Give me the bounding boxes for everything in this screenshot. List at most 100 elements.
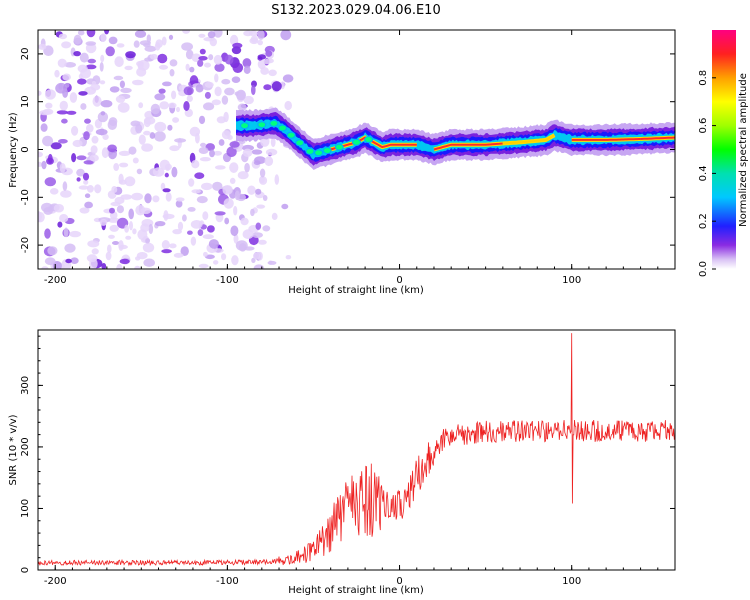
noise-blob (100, 111, 106, 116)
noise-blob (38, 90, 42, 96)
noise-blob (50, 142, 62, 150)
noise-blob (44, 257, 56, 266)
noise-blob (78, 91, 88, 96)
noise-blob (169, 145, 180, 152)
noise-blob (86, 185, 94, 193)
noise-blob (226, 146, 237, 158)
noise-blob (47, 153, 53, 164)
noise-blob (158, 64, 169, 70)
noise-blob (84, 118, 91, 124)
noise-blob (69, 230, 81, 238)
noise-blob (198, 263, 209, 269)
noise-blob (163, 210, 169, 221)
noise-blob (263, 84, 272, 91)
ridge-hotspot (278, 124, 287, 132)
spectrogram-ytick-label: 20 (20, 48, 31, 61)
noise-blob (207, 225, 215, 233)
noise-blob (49, 188, 59, 195)
noise-blob (229, 177, 236, 184)
noise-blob (42, 135, 54, 147)
noise-blob (143, 130, 151, 136)
noise-blob (129, 221, 133, 231)
noise-blob (284, 100, 293, 111)
noise-blob (125, 235, 132, 240)
noise-blobs (38, 30, 295, 269)
noise-blob (78, 185, 89, 190)
noise-blob (208, 239, 219, 249)
noise-blob (39, 110, 51, 116)
noise-blob (188, 178, 195, 187)
colorbar-tick-label: 0.2 (698, 213, 709, 229)
noise-blob (242, 58, 252, 68)
noise-blob (169, 243, 177, 249)
noise-blob (183, 86, 194, 96)
noise-blob (41, 266, 49, 269)
noise-blob (189, 66, 195, 73)
noise-blob (113, 163, 120, 171)
noise-blob (145, 238, 151, 244)
noise-blob (149, 53, 158, 60)
noise-blob (243, 95, 254, 105)
noise-blob (154, 93, 166, 101)
noise-blob (118, 173, 124, 184)
noise-blob (172, 117, 180, 123)
noise-blob (221, 78, 231, 85)
noise-blob (79, 207, 90, 214)
noise-blob (83, 131, 90, 141)
noise-blob (190, 236, 197, 246)
noise-blob (65, 258, 72, 264)
noise-blob (183, 101, 190, 111)
noise-blob (204, 81, 214, 88)
noise-blob (224, 54, 234, 65)
noise-blob (89, 258, 98, 269)
noise-blob (224, 217, 230, 225)
noise-blob (281, 203, 289, 210)
noise-blob (124, 65, 133, 71)
noise-blob (231, 76, 241, 83)
noise-blob (62, 181, 68, 191)
noise-blob (128, 146, 137, 155)
noise-blob (119, 162, 129, 168)
ridge-hotspot (334, 143, 344, 151)
noise-blob (128, 208, 134, 220)
noise-blob (109, 86, 120, 93)
noise-blob (131, 192, 144, 201)
spectrogram-ytick-label: -10 (20, 189, 31, 205)
noise-blob (201, 182, 213, 191)
noise-blob (257, 39, 264, 46)
noise-blob (66, 110, 77, 115)
noise-blob (194, 172, 205, 179)
noise-blob (222, 185, 233, 195)
noise-blob (44, 177, 56, 187)
noise-blob (117, 102, 130, 113)
noise-blob (198, 33, 206, 38)
noise-blob (120, 87, 132, 93)
noise-blob (59, 214, 69, 223)
noise-blob (99, 80, 106, 85)
noise-blob (132, 79, 144, 86)
noise-blob (253, 160, 261, 166)
noise-blob (119, 80, 125, 89)
snr-ytick-label: 100 (20, 499, 31, 518)
noise-blob (249, 37, 259, 45)
ridge-hotspot (269, 119, 279, 127)
noise-blob (169, 69, 175, 77)
noise-blob (177, 221, 184, 231)
noise-blob (213, 150, 222, 156)
noise-blob (171, 166, 178, 178)
noise-blob (274, 174, 280, 185)
noise-blob (173, 252, 184, 258)
noise-blob (199, 48, 206, 55)
noise-blob (143, 116, 156, 125)
noise-blob (116, 263, 123, 269)
noise-blob (118, 240, 124, 251)
noise-blob (182, 214, 187, 222)
ridge-core (330, 136, 417, 151)
noise-blob (181, 42, 194, 51)
noise-blob (62, 88, 68, 98)
noise-blob (100, 33, 107, 42)
noise-blob (100, 54, 105, 63)
noise-blob (41, 160, 47, 170)
ridge-hotspot (257, 121, 267, 129)
